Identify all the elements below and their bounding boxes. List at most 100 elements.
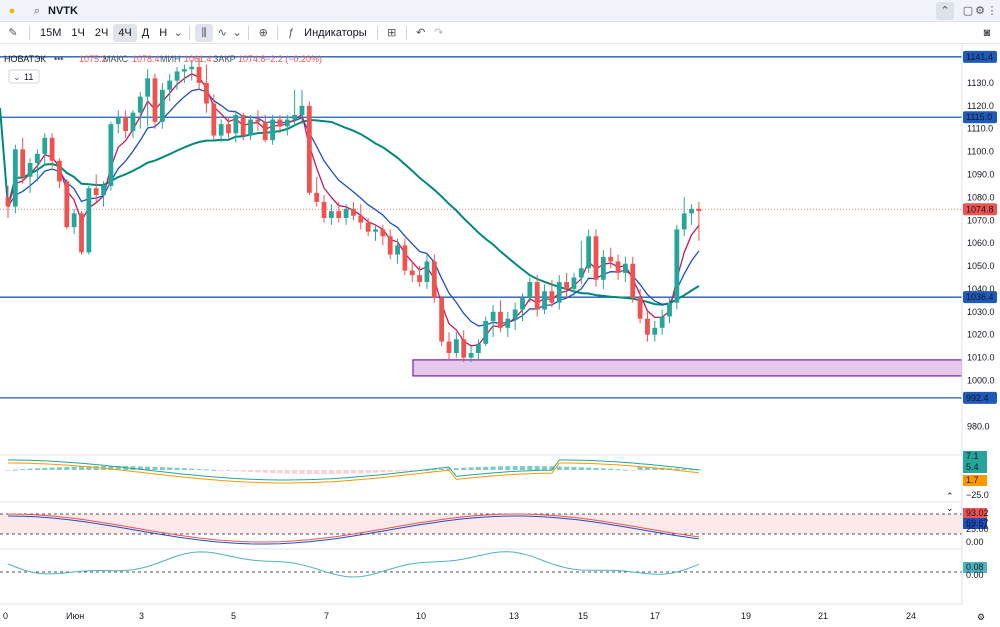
candle[interactable] xyxy=(5,185,11,218)
candle[interactable] xyxy=(270,114,275,145)
candle[interactable] xyxy=(137,92,143,129)
candle[interactable] xyxy=(240,112,246,141)
price-axis[interactable] xyxy=(962,44,1000,627)
symbol-label[interactable]: NVTK xyxy=(48,4,78,17)
candle[interactable] xyxy=(395,238,400,264)
collapse-icon[interactable]: ⌃ xyxy=(936,1,954,20)
candle[interactable] xyxy=(696,201,702,241)
candle[interactable] xyxy=(130,110,136,138)
candle[interactable] xyxy=(329,204,334,225)
candle[interactable] xyxy=(380,224,386,246)
candle[interactable] xyxy=(42,133,48,166)
candle[interactable] xyxy=(505,311,511,337)
candle[interactable] xyxy=(431,254,437,303)
candle[interactable] xyxy=(255,110,261,131)
pencil-icon[interactable]: ✎ xyxy=(8,26,18,39)
candle[interactable] xyxy=(623,256,628,283)
candle[interactable] xyxy=(424,254,430,289)
candle[interactable] xyxy=(35,149,40,182)
candle[interactable] xyxy=(233,110,239,143)
add-compare-icon[interactable]: ⊕ xyxy=(258,26,268,39)
camera-icon[interactable]: ◙ xyxy=(983,26,991,39)
candle[interactable] xyxy=(608,247,614,269)
candle[interactable] xyxy=(387,229,393,260)
redo-icon[interactable]: ↷ xyxy=(434,26,444,39)
candle[interactable] xyxy=(20,137,26,184)
candle[interactable] xyxy=(343,204,349,225)
candle[interactable] xyxy=(637,288,643,324)
indicator-toggle[interactable] xyxy=(8,69,40,84)
candle[interactable] xyxy=(57,158,62,189)
sun-icon[interactable]: ● xyxy=(8,4,16,17)
tf-15m[interactable]: 15М xyxy=(40,26,62,39)
candle[interactable] xyxy=(490,304,496,337)
candle[interactable] xyxy=(358,204,364,230)
candle[interactable] xyxy=(600,250,606,289)
candle[interactable] xyxy=(145,69,151,127)
candle[interactable] xyxy=(549,279,555,308)
search-icon[interactable]: ⌕ xyxy=(33,4,41,17)
support-zone-rectangle[interactable] xyxy=(412,359,963,377)
candle[interactable] xyxy=(439,295,445,347)
candle[interactable] xyxy=(306,101,312,196)
candle[interactable] xyxy=(461,330,467,363)
chevron-up-icon[interactable]: ⌃ xyxy=(946,491,954,501)
candle[interactable] xyxy=(49,133,55,168)
candle[interactable] xyxy=(196,57,202,90)
chevron-down-icon[interactable]: ⌄ xyxy=(232,26,242,39)
candle[interactable] xyxy=(248,114,253,141)
candle[interactable] xyxy=(556,275,562,310)
candle[interactable] xyxy=(299,89,305,125)
price-chart[interactable]: 1130.01120.01110.01100.01090.01080.01070… xyxy=(0,44,1000,627)
candle[interactable] xyxy=(204,64,209,113)
candle[interactable] xyxy=(101,181,106,207)
candle[interactable] xyxy=(402,238,408,276)
candle[interactable] xyxy=(218,119,224,143)
candle[interactable] xyxy=(409,261,415,283)
line-chart-icon[interactable]: ∿ xyxy=(217,26,227,39)
candle[interactable] xyxy=(571,272,577,296)
candle[interactable] xyxy=(152,73,158,129)
candle[interactable] xyxy=(476,339,481,360)
candle[interactable] xyxy=(351,201,356,221)
candle[interactable] xyxy=(674,224,680,310)
candle[interactable] xyxy=(93,174,99,202)
candle[interactable] xyxy=(321,195,327,223)
candle[interactable] xyxy=(12,144,18,214)
candle[interactable] xyxy=(681,197,687,237)
candle[interactable] xyxy=(512,302,518,331)
candle[interactable] xyxy=(27,158,33,193)
candle[interactable] xyxy=(108,121,114,191)
candle[interactable] xyxy=(520,293,525,321)
candle[interactable] xyxy=(79,211,84,255)
candle[interactable] xyxy=(365,217,371,237)
candle[interactable] xyxy=(593,229,599,287)
legend-more-dots[interactable]: ••• xyxy=(54,54,63,64)
candle[interactable] xyxy=(64,179,70,230)
candle[interactable] xyxy=(292,89,298,127)
chevron-down-icon[interactable]: ⌄ xyxy=(13,72,21,82)
candle[interactable] xyxy=(115,110,121,134)
candle[interactable] xyxy=(586,229,592,273)
tf-2h[interactable]: 2Ч xyxy=(94,26,109,39)
settings-icon[interactable]: ⚙ xyxy=(977,612,985,622)
candle[interactable] xyxy=(71,208,77,234)
candle[interactable] xyxy=(226,117,231,138)
tf-4h[interactable]: 4Ч xyxy=(113,23,137,42)
window-icon[interactable]: ▢ xyxy=(962,4,974,17)
indicators-button[interactable]: Индикаторы xyxy=(304,26,367,39)
candle[interactable] xyxy=(498,300,503,333)
tf-day[interactable]: Д xyxy=(141,26,150,39)
candle[interactable] xyxy=(123,110,128,138)
candle[interactable] xyxy=(417,266,422,287)
candle[interactable] xyxy=(86,185,92,255)
candle[interactable] xyxy=(453,332,459,358)
candle[interactable] xyxy=(534,275,540,317)
candle[interactable] xyxy=(615,254,621,280)
candle[interactable] xyxy=(336,201,342,223)
candle[interactable] xyxy=(630,256,636,303)
candle[interactable] xyxy=(262,114,268,143)
chevron-down-icon[interactable]: ⌄ xyxy=(173,26,183,39)
candle[interactable] xyxy=(189,60,195,81)
layout-icon[interactable]: ⊞ xyxy=(387,26,397,39)
